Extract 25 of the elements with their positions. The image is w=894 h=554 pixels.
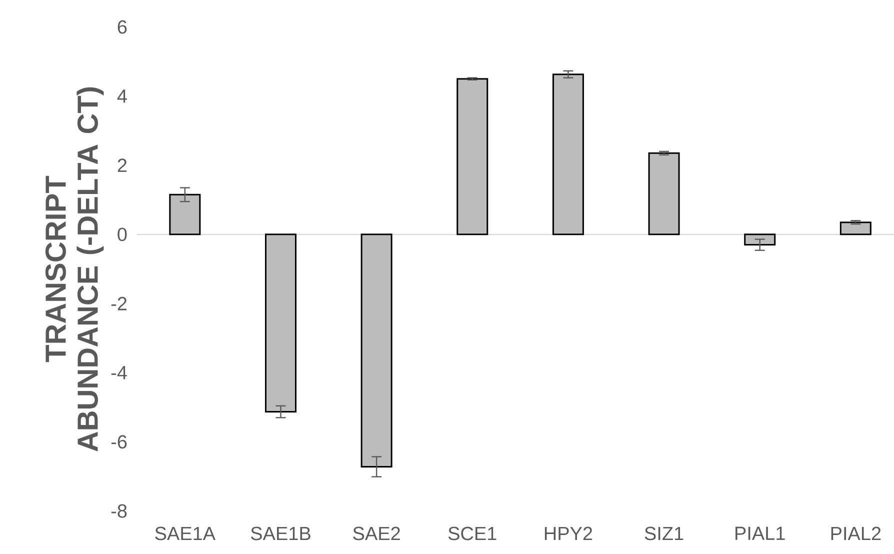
bar bbox=[264, 234, 296, 413]
bar bbox=[840, 222, 872, 236]
x-tick-label: PIAL2 bbox=[831, 526, 881, 540]
x-tick-label: SAE1B bbox=[250, 526, 310, 540]
x-tick-label: HPY2 bbox=[544, 526, 592, 540]
y-tick-label: 6 bbox=[118, 20, 127, 34]
x-tick-label: SAE1A bbox=[155, 526, 216, 540]
bar bbox=[360, 234, 392, 468]
y-axis-title: TRANSCRIPT ABUNDANCE (-DELTA CT) bbox=[45, 87, 104, 452]
y-tick-label: -6 bbox=[111, 435, 127, 449]
y-tick-label: -4 bbox=[111, 366, 127, 380]
x-tick-label: SAE2 bbox=[353, 526, 400, 540]
bar bbox=[456, 78, 488, 236]
bar bbox=[169, 194, 201, 236]
y-tick-label: 0 bbox=[118, 228, 127, 242]
x-tick-label: SCE1 bbox=[448, 526, 496, 540]
x-tick-label: SIZ1 bbox=[644, 526, 684, 540]
bar bbox=[552, 74, 584, 236]
y-tick-label: 4 bbox=[117, 90, 127, 103]
x-tick-label: PIAL1 bbox=[736, 526, 785, 540]
bar bbox=[744, 234, 776, 246]
y-tick-label: -8 bbox=[111, 504, 127, 518]
y-tick-label: 2 bbox=[118, 158, 127, 172]
bar bbox=[648, 152, 680, 236]
y-tick-label: -2 bbox=[111, 296, 127, 310]
